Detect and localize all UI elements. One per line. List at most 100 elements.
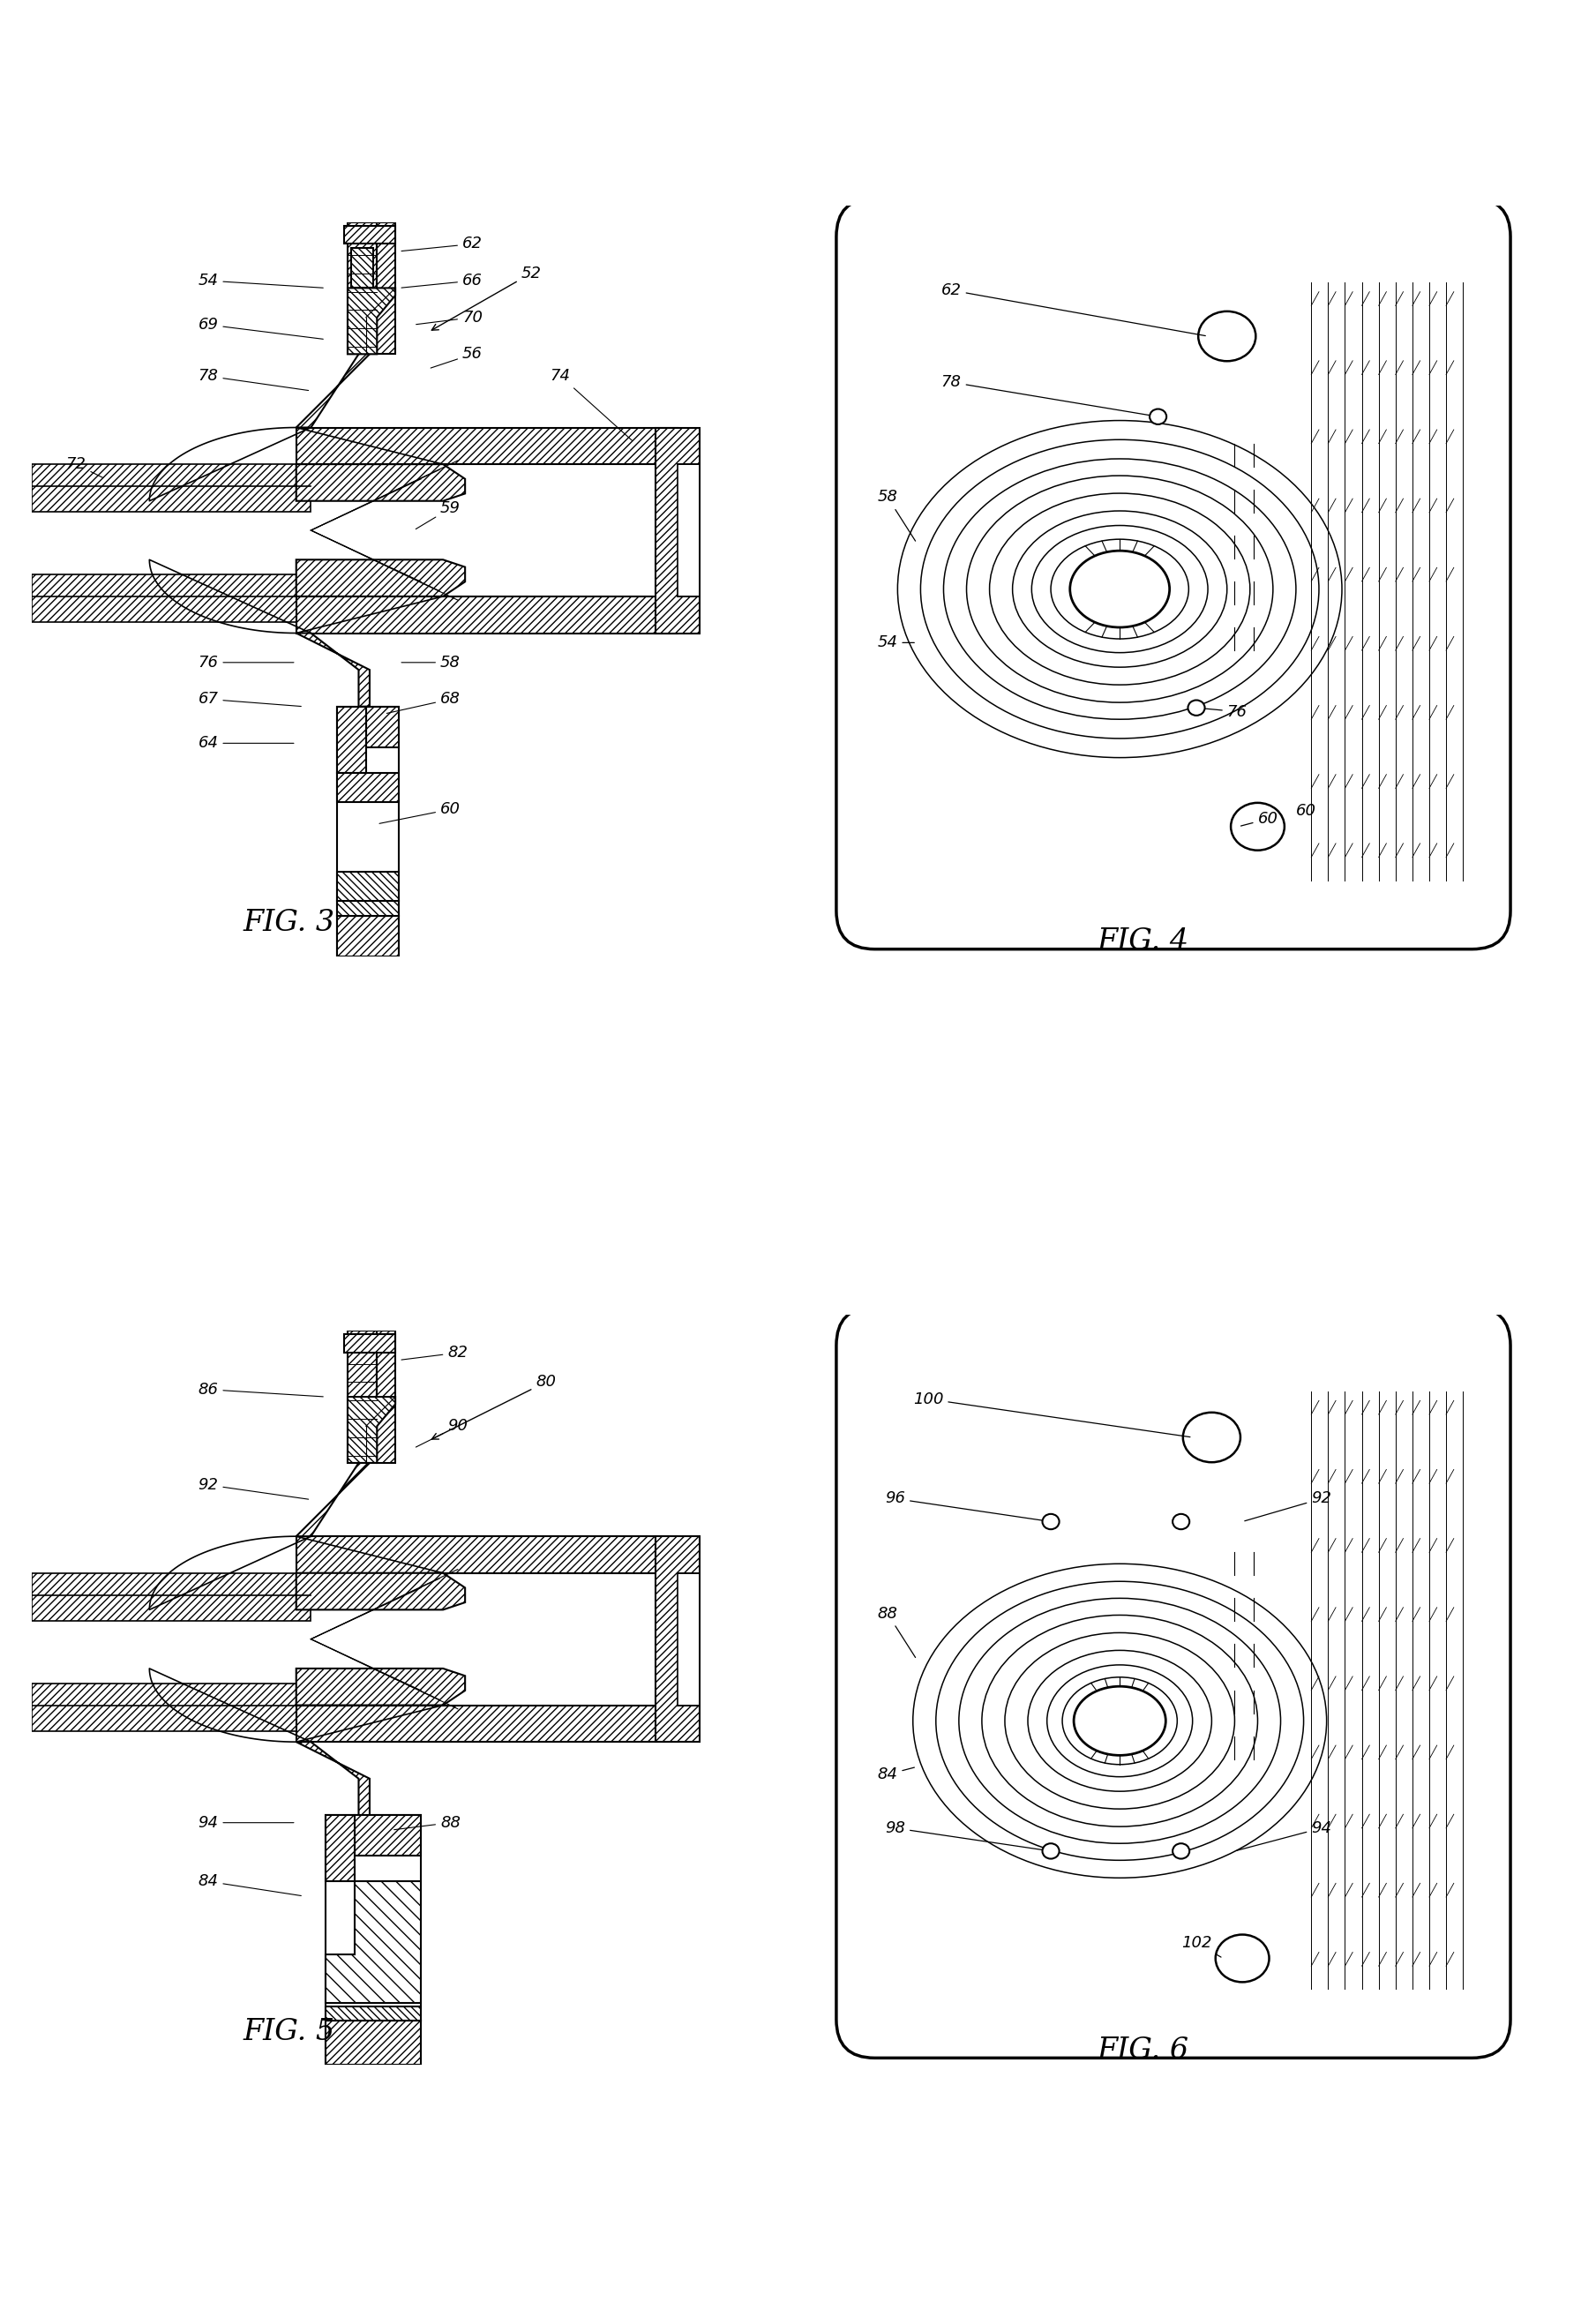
Text: 62: 62 (402, 236, 482, 252)
Text: FIG. 5: FIG. 5 (243, 2019, 335, 2047)
Polygon shape (297, 559, 464, 596)
Polygon shape (32, 1684, 311, 1730)
Polygon shape (348, 1331, 377, 1462)
Ellipse shape (1074, 1686, 1165, 1756)
Polygon shape (365, 707, 399, 746)
Polygon shape (326, 1816, 421, 2065)
Polygon shape (678, 1573, 701, 1705)
Polygon shape (348, 222, 377, 353)
Ellipse shape (1173, 1843, 1189, 1860)
Ellipse shape (1042, 1513, 1060, 1529)
Polygon shape (337, 915, 399, 956)
Polygon shape (656, 1536, 701, 1742)
Text: FIG. 3: FIG. 3 (243, 910, 335, 938)
Polygon shape (297, 316, 370, 427)
Text: 100: 100 (913, 1391, 1191, 1437)
Text: 59: 59 (417, 501, 461, 529)
Text: 84: 84 (198, 1873, 302, 1897)
Polygon shape (337, 871, 399, 901)
Ellipse shape (1069, 550, 1170, 628)
Text: 92: 92 (198, 1476, 308, 1499)
Text: 58: 58 (878, 490, 916, 541)
Polygon shape (297, 633, 370, 707)
Text: FIG. 6: FIG. 6 (1096, 2035, 1189, 2065)
Text: 70: 70 (417, 310, 482, 326)
Polygon shape (297, 1573, 464, 1610)
Polygon shape (32, 575, 311, 621)
Text: 96: 96 (884, 1490, 1049, 1522)
Polygon shape (348, 289, 396, 353)
Text: 52: 52 (431, 266, 541, 330)
Polygon shape (351, 247, 373, 289)
Text: 88: 88 (878, 1605, 916, 1659)
Text: 84: 84 (878, 1767, 915, 1783)
Text: 102: 102 (1181, 1936, 1221, 1957)
Text: 64: 64 (198, 735, 294, 751)
Polygon shape (656, 427, 701, 633)
Text: 80: 80 (433, 1374, 555, 1439)
Text: 67: 67 (198, 691, 302, 707)
Ellipse shape (1183, 1411, 1240, 1462)
Polygon shape (377, 222, 396, 353)
Text: 98: 98 (884, 1820, 1049, 1850)
Text: 69: 69 (198, 316, 322, 340)
Text: 86: 86 (198, 1381, 322, 1398)
Polygon shape (354, 1816, 421, 1855)
Polygon shape (337, 901, 399, 915)
Polygon shape (297, 1668, 464, 1705)
Ellipse shape (1042, 1843, 1060, 1860)
Polygon shape (337, 772, 399, 802)
Polygon shape (297, 427, 678, 464)
Polygon shape (326, 1880, 421, 2003)
Text: 94: 94 (198, 1816, 294, 1830)
Ellipse shape (1231, 804, 1285, 850)
Text: 62: 62 (942, 282, 1205, 335)
Text: 54: 54 (198, 273, 322, 289)
Text: 82: 82 (402, 1344, 468, 1361)
Polygon shape (345, 1335, 396, 1354)
Polygon shape (297, 596, 678, 633)
Polygon shape (297, 1705, 678, 1742)
Ellipse shape (1199, 312, 1256, 360)
Ellipse shape (1187, 700, 1205, 716)
Text: 94: 94 (1237, 1820, 1331, 1850)
Text: 56: 56 (431, 346, 482, 367)
Polygon shape (297, 1742, 370, 1816)
Text: 60: 60 (1296, 804, 1317, 820)
Text: 76: 76 (1199, 705, 1248, 721)
Polygon shape (678, 464, 701, 596)
Text: FIG. 4: FIG. 4 (1096, 926, 1189, 956)
Ellipse shape (1149, 409, 1167, 425)
Ellipse shape (1216, 1933, 1269, 1982)
Polygon shape (32, 464, 311, 513)
Polygon shape (326, 1816, 354, 1880)
Text: 60: 60 (1240, 811, 1278, 827)
Text: 90: 90 (417, 1418, 468, 1446)
FancyBboxPatch shape (836, 1307, 1510, 2058)
Polygon shape (326, 2005, 421, 2021)
Polygon shape (348, 1398, 396, 1462)
Polygon shape (32, 1596, 311, 1705)
Text: 74: 74 (551, 367, 632, 441)
Text: 78: 78 (942, 374, 1156, 416)
Polygon shape (32, 487, 311, 596)
Polygon shape (345, 226, 396, 245)
Ellipse shape (1173, 1513, 1189, 1529)
Text: 88: 88 (394, 1816, 461, 1830)
FancyBboxPatch shape (836, 199, 1510, 949)
Text: 72: 72 (65, 457, 104, 478)
Text: 68: 68 (386, 691, 461, 714)
Text: 58: 58 (402, 654, 461, 670)
Polygon shape (377, 1331, 396, 1462)
Text: 54: 54 (878, 635, 915, 651)
Text: 78: 78 (198, 367, 308, 390)
Text: 76: 76 (198, 654, 294, 670)
Polygon shape (297, 1425, 370, 1536)
Polygon shape (297, 464, 464, 501)
Polygon shape (297, 1536, 678, 1573)
Text: 92: 92 (1245, 1490, 1331, 1520)
Text: 66: 66 (402, 273, 482, 289)
Polygon shape (337, 707, 365, 772)
Polygon shape (32, 1573, 311, 1622)
Polygon shape (337, 707, 399, 956)
